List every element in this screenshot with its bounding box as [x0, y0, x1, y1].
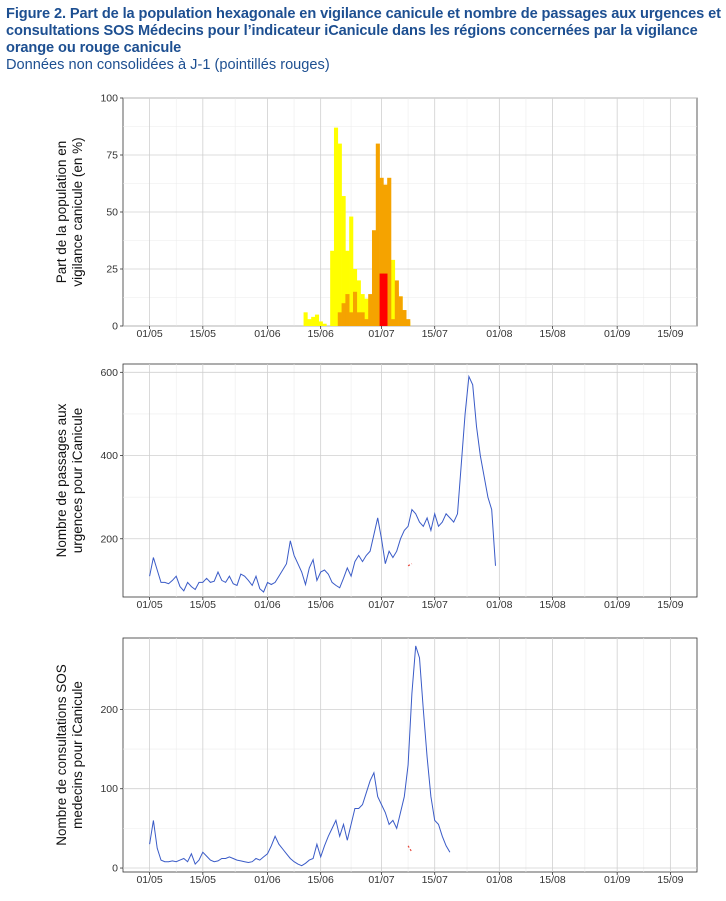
y-axis-title: Nombre de passages auxurgences pour iCan…: [54, 403, 85, 557]
bar-yellow: [360, 294, 365, 326]
bar-orange: [356, 312, 361, 326]
bar-orange: [406, 319, 411, 326]
bar-yellow: [333, 127, 339, 326]
bar-yellow: [330, 250, 335, 326]
x-tick-label: 15/07: [422, 874, 448, 886]
y-axis-title-line: medecins pour iCanicule: [70, 681, 85, 829]
bar-orange: [349, 312, 354, 326]
bar-yellow: [307, 319, 312, 326]
x-tick-label: 01/08: [486, 599, 512, 611]
x-tick-label: 15/09: [657, 328, 683, 340]
x-tick-label: 01/09: [604, 328, 630, 340]
bar-orange: [394, 280, 399, 326]
bar-yellow: [311, 316, 316, 326]
bar-yellow: [337, 143, 342, 326]
provisional-dotted-line: [407, 563, 413, 567]
bar-orange: [375, 143, 380, 326]
bar-orange: [390, 319, 396, 326]
x-tick-label: 15/06: [308, 874, 334, 886]
y-axis-title-line: Part de la population en: [54, 141, 69, 284]
panel-3-frame: [122, 637, 698, 873]
figure-title: Figure 2. Part de la population hexagona…: [6, 6, 721, 56]
bar-yellow: [356, 280, 361, 326]
bar-orange: [383, 184, 388, 326]
bar-orange: [371, 230, 377, 326]
x-tick-label: 01/08: [486, 328, 512, 340]
x-tick-label: 01/06: [254, 599, 280, 611]
panel-2-frame: [122, 363, 698, 598]
bar-orange: [337, 312, 342, 326]
figure-header: Figure 2. Part de la population hexagona…: [6, 6, 722, 74]
y-tick-label: 100: [100, 783, 118, 795]
bar-yellow: [322, 323, 327, 326]
x-tick-label: 01/05: [136, 874, 162, 886]
bar-yellow: [303, 312, 308, 326]
x-tick-label: 15/09: [657, 874, 683, 886]
y-tick-label: 75: [106, 150, 118, 162]
bar-orange: [398, 296, 403, 326]
x-tick-label: 01/08: [486, 874, 512, 886]
bar-orange: [368, 294, 373, 326]
x-tick-label: 01/05: [136, 599, 162, 611]
x-tick-label: 01/09: [604, 599, 630, 611]
x-tick-label: 15/09: [657, 599, 683, 611]
bar-orange: [352, 291, 358, 326]
x-tick-label: 01/07: [368, 874, 394, 886]
bar-yellow: [341, 196, 346, 326]
x-tick-label: 01/07: [368, 328, 394, 340]
y-axis-title: Nombre de consultations SOSmedecins pour…: [54, 664, 85, 846]
x-tick-label: 01/05: [136, 328, 162, 340]
series-line: [149, 374, 496, 593]
x-tick-label: 01/06: [254, 874, 280, 886]
y-tick-label: 100: [100, 93, 118, 105]
x-tick-label: 15/06: [308, 328, 334, 340]
provisional-dotted-line: [407, 845, 413, 853]
bar-yellow: [349, 216, 354, 326]
x-tick-label: 15/08: [539, 328, 565, 340]
bar-orange: [402, 310, 407, 326]
x-tick-label: 15/08: [539, 599, 565, 611]
y-tick-label: 0: [112, 321, 118, 333]
figure-subtitle: Données non consolidées à J-1 (pointillé…: [6, 57, 330, 73]
bar-yellow: [314, 314, 320, 326]
x-tick-label: 15/05: [190, 874, 216, 886]
y-tick-label: 25: [106, 264, 118, 276]
y-axis-title-line: urgences pour iCanicule: [70, 408, 85, 554]
x-tick-label: 15/05: [190, 328, 216, 340]
bar-orange: [360, 312, 365, 326]
x-tick-label: 15/08: [539, 874, 565, 886]
y-tick-label: 200: [100, 533, 118, 545]
bar-orange: [341, 303, 346, 326]
x-tick-label: 15/06: [308, 599, 334, 611]
x-tick-label: 15/07: [422, 328, 448, 340]
bar-orange: [379, 177, 384, 326]
x-tick-label: 15/07: [422, 599, 448, 611]
y-tick-label: 0: [112, 863, 118, 875]
bar-yellow: [364, 298, 369, 326]
bar-yellow: [318, 321, 323, 326]
bar-yellow: [345, 250, 350, 326]
y-axis-title-line: Nombre de consultations SOS: [54, 664, 69, 846]
y-tick-label: 200: [100, 704, 118, 716]
x-tick-label: 01/07: [368, 599, 394, 611]
x-tick-label: 01/09: [604, 874, 630, 886]
y-tick-label: 600: [100, 367, 118, 379]
y-axis-title: Part de la population envigilance canicu…: [54, 137, 85, 286]
y-tick-label: 50: [106, 207, 118, 219]
bar-red: [383, 273, 388, 326]
bar-red: [379, 273, 384, 326]
y-axis-title-line: vigilance canicule (en %): [70, 137, 85, 286]
bar-orange: [364, 319, 369, 326]
bar-yellow: [390, 259, 396, 326]
bar-orange: [387, 177, 392, 326]
y-tick-label: 400: [100, 450, 118, 462]
x-tick-label: 15/05: [190, 599, 216, 611]
bar-orange: [345, 294, 350, 326]
x-tick-label: 01/06: [254, 328, 280, 340]
y-axis-title-line: Nombre de passages aux: [54, 403, 69, 557]
series-line: [149, 645, 451, 867]
